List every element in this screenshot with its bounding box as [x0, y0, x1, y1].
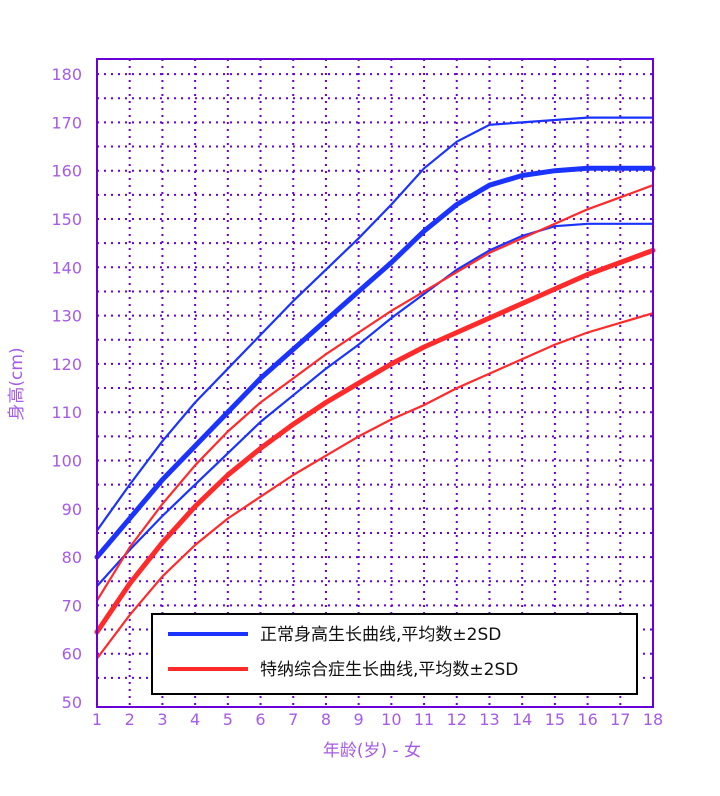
y-tick-label: 160 [51, 162, 82, 181]
plot-frame [96, 58, 654, 708]
grid [97, 59, 653, 707]
x-tick-label: 2 [125, 710, 135, 729]
legend-label-normal: 正常身高生长曲线,平均数±2SD [260, 625, 501, 645]
y-tick-label: 140 [51, 258, 82, 277]
x-tick-label: 17 [610, 710, 630, 729]
y-tick-label: 120 [51, 355, 82, 374]
y-tick-label: 100 [51, 452, 82, 471]
series-line-3 [95, 222, 655, 588]
x-tick-label: 11 [414, 710, 434, 729]
x-tick-label: 14 [512, 710, 532, 729]
x-tick-label: 3 [157, 710, 167, 729]
x-tick-label: 18 [643, 710, 663, 729]
legend-box [151, 613, 638, 695]
x-tick-label: 7 [288, 710, 298, 729]
x-tick-label: 12 [447, 710, 467, 729]
y-tick-label: 180 [51, 65, 82, 84]
y-tick-label: 110 [51, 403, 82, 422]
y-tick-label: 60 [62, 645, 82, 664]
y-tick-label: 50 [62, 693, 82, 712]
y-axis-title: 身高(cm) [7, 347, 27, 420]
legend-label-turner: 特纳综合症生长曲线,平均数±2SD [260, 660, 518, 680]
x-tick-label: 1 [92, 710, 102, 729]
x-tick-label: 10 [381, 710, 401, 729]
series-line-5 [94, 247, 656, 635]
y-tick-label: 170 [51, 113, 82, 132]
x-tick-label: 5 [223, 710, 233, 729]
y-tick-label: 80 [62, 548, 82, 567]
legend: 正常身高生长曲线,平均数±2SD 特纳综合症生长曲线,平均数±2SD [151, 613, 638, 695]
x-tick-label: 16 [577, 710, 597, 729]
y-tick-label: 90 [62, 500, 82, 519]
x-tick-label: 13 [479, 710, 499, 729]
tick-labels: 1 2 3 4 5 6 7 8 9 10 11 12 13 14 15 16 17 185060708090100… [51, 65, 663, 729]
series-line-2 [94, 165, 656, 560]
x-tick-label: 9 [354, 710, 364, 729]
series-line-6 [95, 312, 655, 660]
x-tick-label: 15 [545, 710, 565, 729]
x-axis-title: 年龄(岁) - 女 [323, 741, 421, 761]
series-line-4 [95, 184, 655, 602]
series-line-1 [95, 116, 655, 532]
x-tick-label: 4 [190, 710, 200, 729]
x-tick-label: 8 [321, 710, 331, 729]
y-tick-label: 150 [51, 210, 82, 229]
series-lines [94, 116, 656, 660]
y-tick-label: 130 [51, 307, 82, 326]
x-tick-label: 6 [255, 710, 265, 729]
y-tick-label: 70 [62, 596, 82, 615]
